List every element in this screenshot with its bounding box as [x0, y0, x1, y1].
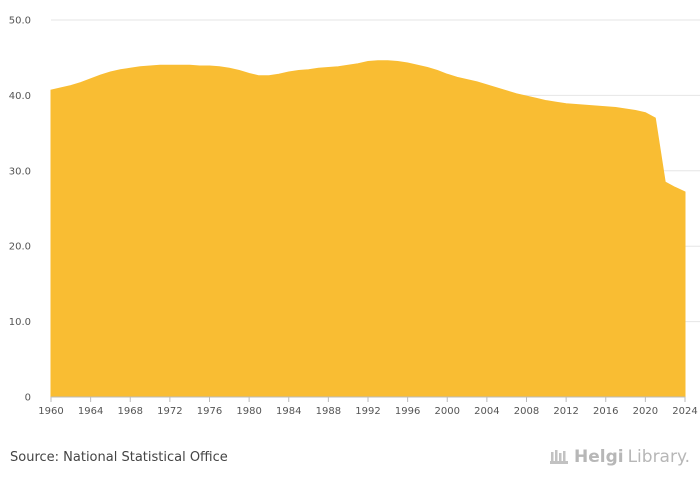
y-tick-label: 50.0: [9, 16, 31, 27]
x-tick-label: 1972: [157, 406, 182, 417]
x-tick-label: 1988: [316, 406, 341, 417]
series-area-layer: [50, 60, 686, 398]
x-tick-label: 1992: [355, 406, 380, 417]
x-tick-label: 2008: [514, 406, 539, 417]
y-tick-label: 20.0: [9, 242, 31, 253]
y-tick-label: 0: [25, 393, 31, 404]
x-tick-label: 2020: [633, 406, 658, 417]
x-tick-label: 1960: [38, 406, 63, 417]
series-area[interactable]: [50, 60, 686, 398]
x-tick-label: 2000: [435, 406, 460, 417]
x-tick-label: 2004: [474, 406, 499, 417]
x-tick-label: 1980: [236, 406, 261, 417]
area-chart: 0 10.0 20.0 30.0 40.0 50.0 1960 1964 1968 1972 197…: [9, 16, 700, 418]
x-tick-label: 1984: [276, 406, 301, 417]
library-icon: [549, 450, 568, 464]
x-tick-label: 1996: [395, 406, 420, 417]
x-tick-label: 1968: [118, 406, 143, 417]
x-tick-label: 2024: [672, 406, 697, 417]
x-tick-label: 1964: [78, 406, 103, 417]
helgi-library-logo: Helgi Library.: [548, 446, 690, 468]
x-tick-label: 1976: [197, 406, 222, 417]
y-tick-label: 10.0: [9, 317, 31, 328]
x-tick-label: 2012: [553, 406, 578, 417]
y-tick-label: 40.0: [9, 91, 31, 102]
logo-text-library: Library.: [627, 447, 690, 467]
logo-text-helgi: Helgi: [573, 447, 624, 467]
axes: 0 10.0 20.0 30.0 40.0 50.0 1960 1964 1968 1972 197…: [9, 16, 698, 418]
y-tick-label: 30.0: [9, 166, 31, 177]
source-note: Source: National Statistical Office: [10, 450, 228, 465]
x-tick-label: 2016: [593, 406, 618, 417]
